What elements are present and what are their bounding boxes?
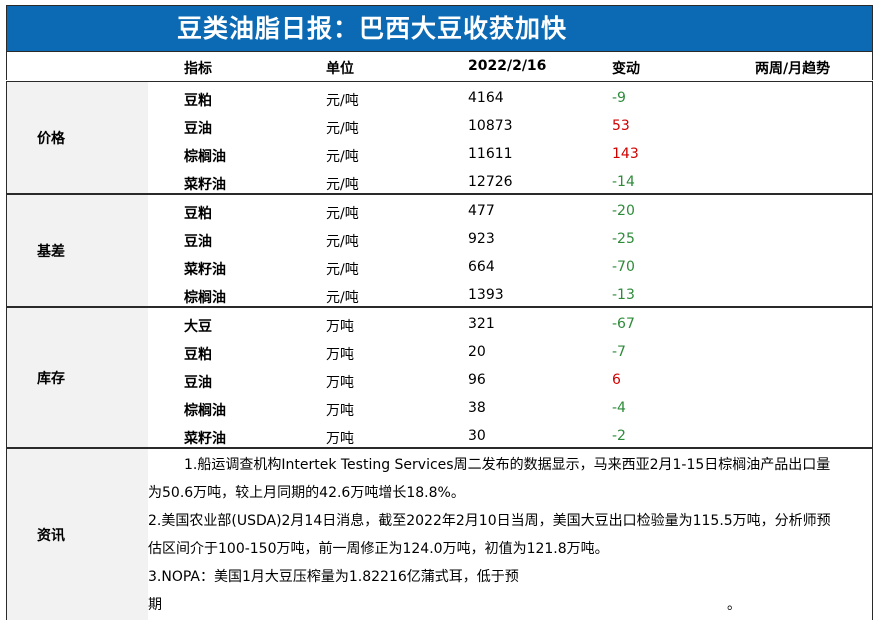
section-label: 基差 [7,195,148,306]
row-change: -7 [612,344,626,360]
row-change: 6 [612,372,621,388]
news-body: 1.船运调查机构Intertek Testing Services周二发布的数据… [148,451,864,619]
row-unit: 元/吨 [326,93,359,109]
section-inventory: 库存 大豆 万吨 321 -67 豆粕 万吨 20 -7 豆油 万吨 96 6 … [6,307,873,448]
section-price: 价格 豆粕 元/吨 4164 -9 豆油 元/吨 10873 53 棕榈油 元/… [6,81,873,194]
table-row: 豆油 元/吨 923 -25 [148,225,872,253]
row-name: 棕榈油 [184,403,226,419]
section-label: 资讯 [7,449,148,620]
row-name: 豆油 [184,121,212,137]
row-change: -25 [612,231,635,247]
row-value: 4164 [468,90,504,106]
row-unit: 元/吨 [326,290,359,306]
row-value: 96 [468,372,486,388]
row-name: 豆油 [184,375,212,391]
row-change: -4 [612,400,626,416]
row-change: 143 [612,146,639,162]
header-change: 变动 [612,61,640,77]
row-value: 30 [468,428,486,444]
section-label: 库存 [7,308,148,447]
column-header-row: 指标 单位 2022/2/16 变动 两周/月趋势 [6,52,873,80]
table-row: 棕榈油 元/吨 1393 -13 [148,281,872,309]
row-name: 豆粕 [184,93,212,109]
row-unit: 万吨 [326,431,354,447]
row-name: 棕榈油 [184,149,226,165]
table-row: 豆粕 万吨 20 -7 [148,338,872,366]
table-row: 豆油 元/吨 10873 53 [148,112,872,140]
row-unit: 元/吨 [326,262,359,278]
row-name: 豆粕 [184,347,212,363]
row-change: -70 [612,259,635,275]
row-unit: 元/吨 [326,234,359,250]
header-trend: 两周/月趋势 [755,61,831,77]
row-name: 菜籽油 [184,262,226,278]
row-value: 321 [468,316,495,332]
row-change: -67 [612,316,635,332]
table-row: 大豆 万吨 321 -67 [148,310,872,338]
row-name: 菜籽油 [184,431,226,447]
news-line: 为50.6万吨，较上月同期的42.6万吨增长18.8%。 [148,485,465,501]
table-row: 菜籽油 元/吨 664 -70 [148,253,872,281]
table-row: 菜籽油 万吨 30 -2 [148,422,872,450]
section-basis: 基差 豆粕 元/吨 477 -20 豆油 元/吨 923 -25 菜籽油 元/吨… [6,194,873,307]
row-unit: 万吨 [326,403,354,419]
row-value: 664 [468,259,495,275]
news-line: 2.美国农业部(USDA)2月14日消息，截至2022年2月10日当周，美国大豆… [148,513,831,529]
row-name: 豆油 [184,234,212,250]
row-value: 20 [468,344,486,360]
table-row: 豆粕 元/吨 4164 -9 [148,84,872,112]
header-date: 2022/2/16 [468,58,547,74]
news-line: 期 [148,597,162,613]
row-unit: 万吨 [326,319,354,335]
header-indicator: 指标 [184,61,212,77]
row-name: 菜籽油 [184,177,226,193]
row-unit: 元/吨 [326,177,359,193]
table-row: 菜籽油 元/吨 12726 -14 [148,168,872,196]
table-row: 棕榈油 元/吨 11611 143 [148,140,872,168]
report-title: 豆类油脂日报：巴西大豆收获加快 [6,5,873,52]
row-value: 923 [468,231,495,247]
row-value: 477 [468,203,495,219]
row-change: -13 [612,287,635,303]
row-unit: 元/吨 [326,206,359,222]
row-change: -14 [612,174,635,190]
row-change: 53 [612,118,630,134]
row-name: 豆粕 [184,206,212,222]
row-name: 棕榈油 [184,290,226,306]
row-value: 10873 [468,118,513,134]
table-row: 棕榈油 万吨 38 -4 [148,394,872,422]
news-line: 1.船运调查机构Intertek Testing Services周二发布的数据… [184,457,831,473]
row-value: 12726 [468,174,513,190]
section-label: 价格 [7,82,148,193]
header-unit: 单位 [326,61,354,77]
row-value: 1393 [468,287,504,303]
news-line: 估区间介于100-150万吨，前一周修正为124.0万吨，初值为121.8万吨。 [148,541,609,557]
section-news: 资讯 1.船运调查机构Intertek Testing Services周二发布… [6,448,873,620]
table-row: 豆油 万吨 96 6 [148,366,872,394]
row-unit: 元/吨 [326,121,359,137]
table-row: 豆粕 元/吨 477 -20 [148,197,872,225]
row-name: 大豆 [184,319,212,335]
row-unit: 万吨 [326,347,354,363]
row-unit: 元/吨 [326,149,359,165]
row-change: -9 [612,90,626,106]
row-unit: 万吨 [326,375,354,391]
news-line: 3.NOPA：美国1月大豆压榨量为1.82216亿蒲式耳，低于预 [148,569,519,585]
row-value: 11611 [468,146,513,162]
news-trailing-period: 。 [727,597,741,613]
row-value: 38 [468,400,486,416]
row-change: -2 [612,428,626,444]
row-change: -20 [612,203,635,219]
